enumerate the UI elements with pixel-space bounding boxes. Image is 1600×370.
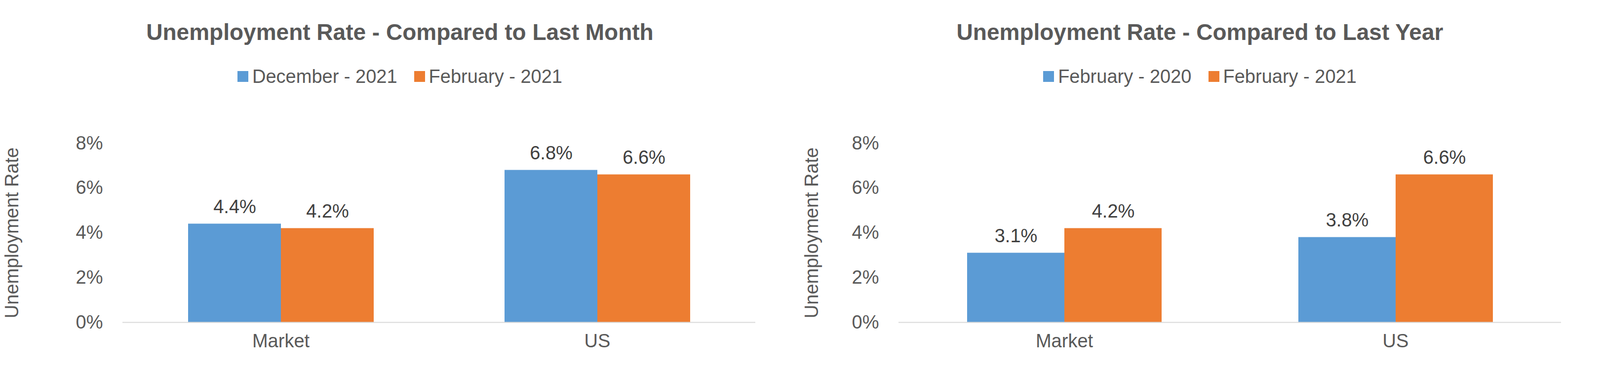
- html-text:December - 2021: December - 2021: [252, 65, 398, 87]
- svg-text:Unemployment Rate: Unemployment Rate: [1, 147, 23, 319]
- svg-text:Market: Market: [1035, 330, 1094, 352]
- svg-text:8%: 8%: [852, 132, 880, 154]
- svg-text:2%: 2%: [852, 267, 880, 288]
- html-text:February - 2021: February - 2021: [1223, 65, 1357, 87]
- svg-text:US: US: [1382, 330, 1409, 352]
- html-text:February - 2020: February - 2020: [1057, 65, 1192, 87]
- svg-text:4%: 4%: [852, 222, 880, 243]
- svg-text:0%: 0%: [76, 312, 104, 333]
- svg-text:4.4%: 4.4%: [213, 196, 257, 218]
- html-text:Unemployment Rate - Compared t: Unemployment Rate - Compared to Last Yea…: [956, 19, 1444, 45]
- html-text:Unemployment Rate - Compared t: Unemployment Rate - Compared to Last Mon…: [146, 19, 654, 45]
- svg-text:2%: 2%: [76, 267, 104, 288]
- svg-text:US: US: [584, 330, 611, 352]
- svg-text:6%: 6%: [852, 177, 880, 198]
- svg-text:3.8%: 3.8%: [1326, 209, 1369, 231]
- svg-text:4.2%: 4.2%: [306, 200, 350, 222]
- svg-text:6.6%: 6.6%: [622, 147, 666, 168]
- svg-text:4.2%: 4.2%: [1092, 200, 1135, 222]
- svg-text:Unemployment Rate: Unemployment Rate: [801, 147, 822, 319]
- svg-text:3.1%: 3.1%: [994, 225, 1038, 247]
- svg-text:8%: 8%: [76, 132, 104, 154]
- svg-text:4%: 4%: [76, 222, 104, 243]
- svg-text:Market: Market: [252, 330, 311, 352]
- svg-text:6%: 6%: [76, 177, 104, 198]
- svg-text:6.8%: 6.8%: [529, 142, 573, 164]
- html-text:February - 2021: February - 2021: [428, 65, 563, 87]
- svg-text:0%: 0%: [852, 312, 880, 333]
- svg-text:6.6%: 6.6%: [1423, 147, 1467, 168]
